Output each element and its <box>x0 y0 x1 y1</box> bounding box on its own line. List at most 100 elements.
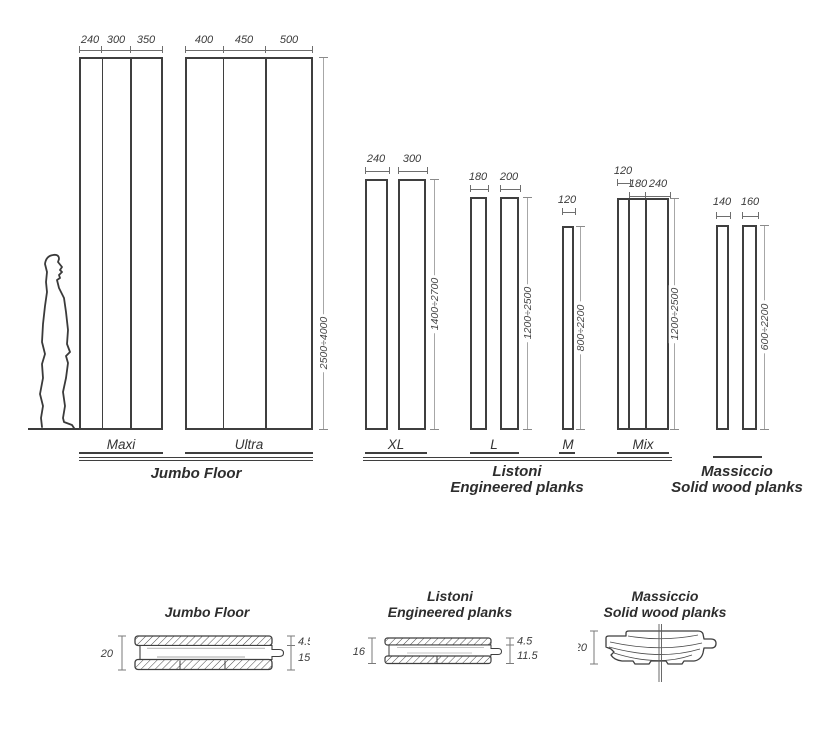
height-range-label: 1200÷2500 <box>521 283 535 343</box>
height-dim-line <box>323 57 324 430</box>
width-dim-line <box>185 50 313 51</box>
section-title-jumbo: Jumbo Floor <box>164 604 250 620</box>
dim-tick <box>312 46 313 53</box>
total-thickness-label: 20 <box>578 642 588 654</box>
plank-divider <box>628 200 630 428</box>
width-label: 300 <box>106 34 126 46</box>
backing-layer <box>134 658 273 671</box>
width-label: 450 <box>234 34 254 46</box>
family-underline <box>79 457 313 461</box>
group-label-xl: XL <box>387 437 405 452</box>
width-label: 500 <box>279 34 299 46</box>
dim-cap <box>575 429 585 430</box>
family-title-massiccio: Massiccio Solid wood planks <box>671 464 803 496</box>
width-dim-bracket <box>628 192 671 199</box>
section-subtitle-line: Engineered planks <box>387 603 513 620</box>
core-layer-label: 15.5 <box>298 652 310 664</box>
group-label-maxi: Maxi <box>106 437 136 452</box>
total-thickness-label: 20 <box>100 648 114 660</box>
width-dim-bracket <box>500 185 521 192</box>
group-label-m: M <box>562 437 574 452</box>
family-subtitle-line: Solid wood planks <box>671 479 803 496</box>
width-label: 240 <box>366 153 386 165</box>
group-underline <box>79 452 163 454</box>
core-layer-label: 11.5 <box>517 650 538 662</box>
plank-maxi <box>79 57 163 430</box>
width-label: 140 <box>712 196 732 208</box>
family-title-line: Listoni <box>492 463 542 480</box>
plank-ultra <box>185 57 313 430</box>
plank-xl-1 <box>365 179 388 430</box>
cross-section-massiccio: 20 <box>578 624 717 682</box>
width-label: 240 <box>80 34 100 46</box>
width-label: 350 <box>136 34 156 46</box>
family-underline <box>363 457 672 461</box>
family-title-jumbo: Jumbo Floor <box>150 465 242 482</box>
group-underline <box>185 452 313 454</box>
dim-cap <box>522 429 532 430</box>
dim-cap <box>759 429 769 430</box>
group-label-ultra: Ultra <box>234 437 264 452</box>
plank-divider <box>101 59 104 428</box>
plank-l-1 <box>470 197 487 430</box>
cross-section-listoni: 16 4.5 11.5 <box>353 636 538 665</box>
dim-tick <box>645 192 646 199</box>
dim-tick <box>185 46 186 53</box>
plank-divider <box>130 59 132 428</box>
width-dim-bracket <box>742 212 759 219</box>
backing-layer <box>384 655 492 665</box>
section-title-line: Listoni <box>427 588 473 604</box>
dim-tick <box>223 46 224 53</box>
height-range-label: 2500÷4000 <box>317 313 331 373</box>
group-underline <box>617 452 669 454</box>
width-dim-bracket <box>470 185 489 192</box>
width-label: 120 <box>613 165 633 177</box>
width-label: 200 <box>499 171 519 183</box>
width-label: 160 <box>740 196 760 208</box>
width-dim-bracket <box>365 167 390 174</box>
wear-layer <box>134 635 273 647</box>
width-dim-line <box>79 50 163 51</box>
width-dim-bracket <box>617 179 631 186</box>
group-underline <box>559 452 575 454</box>
dim-cap <box>429 179 439 180</box>
cross-section-jumbo: 20 4.5 15.5 <box>100 635 310 671</box>
core-layer <box>388 644 503 657</box>
dim-cap <box>669 198 679 199</box>
group-label-l: L <box>490 437 498 452</box>
section-title-massiccio: Massiccio Solid wood planks <box>603 588 727 620</box>
dim-cap <box>318 57 328 58</box>
height-range-label: 600÷2200 <box>758 300 772 354</box>
width-label: 400 <box>194 34 214 46</box>
plank-divider <box>645 200 647 428</box>
family-subtitle-line: Engineered planks <box>450 479 584 496</box>
family-title-listoni: Listoni Engineered planks <box>450 464 583 496</box>
human-scale-figure-icon <box>28 253 86 430</box>
width-label: 300 <box>402 153 422 165</box>
dim-cap <box>575 226 585 227</box>
width-label: 240 <box>648 178 668 190</box>
dim-tick <box>101 46 102 53</box>
group-label-mix: Mix <box>632 437 654 452</box>
wear-layer-label: 4.5 <box>517 636 533 648</box>
dim-tick <box>130 46 131 53</box>
section-subtitle-line: Solid wood planks <box>603 603 727 620</box>
width-label: 180 <box>468 171 488 183</box>
width-dim-bracket <box>716 212 732 219</box>
total-thickness-label: 16 <box>353 646 366 658</box>
width-label: 120 <box>557 194 577 206</box>
width-dim-bracket <box>562 208 576 215</box>
dim-cap <box>318 429 328 430</box>
plank-massiccio-1 <box>716 225 730 430</box>
core-layer <box>139 644 285 661</box>
dim-cap <box>429 429 439 430</box>
width-label: 180 <box>628 178 648 190</box>
plank-m <box>562 226 574 430</box>
dim-tick <box>162 46 163 53</box>
dim-cap <box>759 225 769 226</box>
dim-tick <box>79 46 80 53</box>
height-range-label: 800÷2200 <box>574 301 588 355</box>
family-underline <box>713 456 762 458</box>
plank-divider <box>265 59 267 428</box>
